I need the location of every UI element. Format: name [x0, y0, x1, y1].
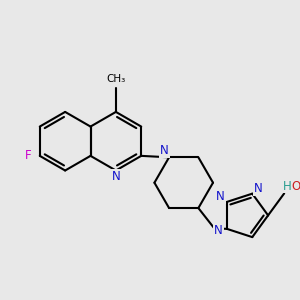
Text: O: O — [291, 180, 300, 193]
Text: F: F — [25, 149, 32, 162]
Text: N: N — [254, 182, 263, 195]
Text: N: N — [160, 143, 169, 157]
Text: CH₃: CH₃ — [106, 74, 125, 84]
Text: N: N — [216, 190, 225, 203]
Text: H: H — [283, 180, 292, 193]
Text: N: N — [214, 224, 223, 237]
Text: N: N — [112, 170, 120, 183]
